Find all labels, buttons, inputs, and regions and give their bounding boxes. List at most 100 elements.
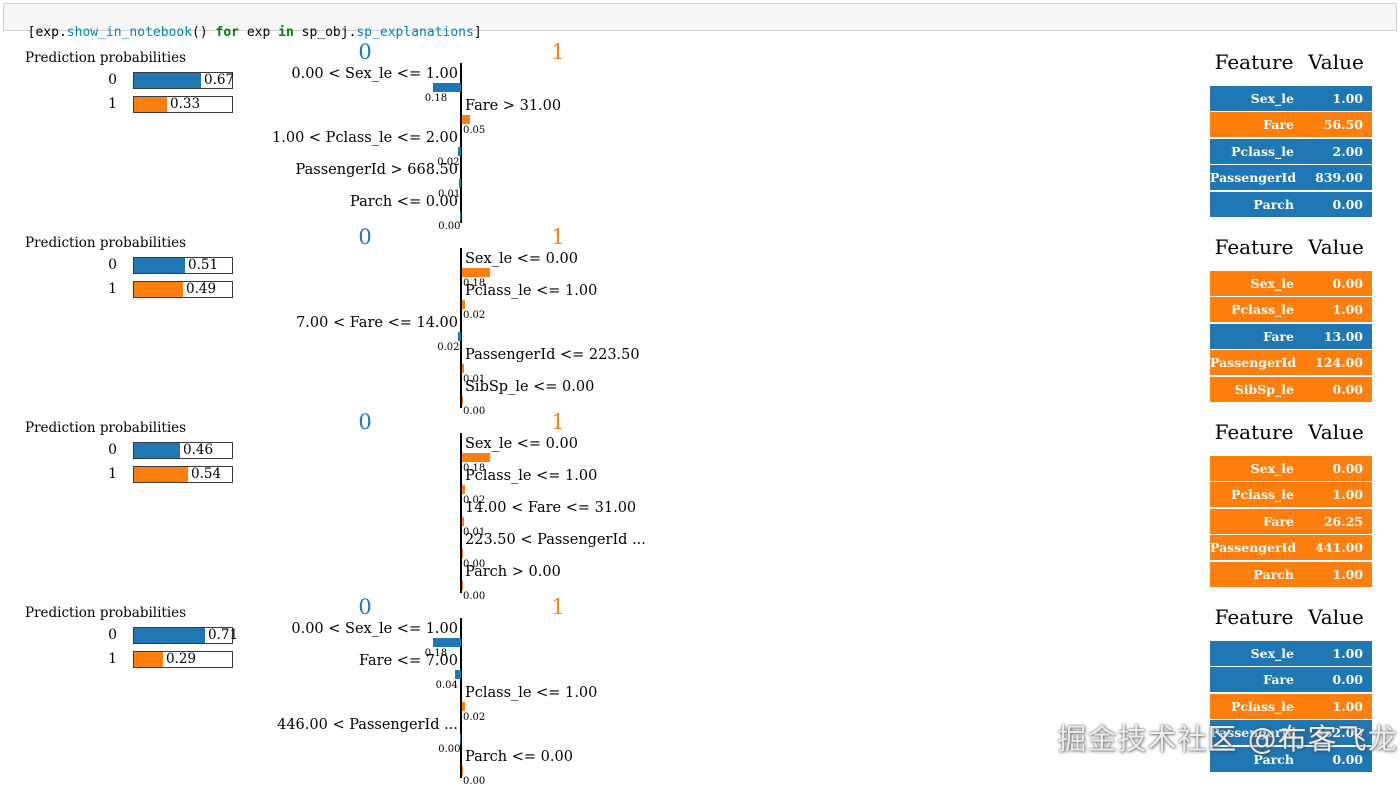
feature-value: 0.00	[1332, 196, 1363, 212]
feature-value: 0.00	[1332, 461, 1363, 476]
feature-weight-bar	[462, 300, 466, 309]
feature-weight-value: 0.02	[463, 712, 486, 723]
prediction-probability-value: 0.46	[183, 442, 214, 458]
code-cell[interactable]: [exp.show_in_notebook() for exp in sp_ob…	[3, 3, 1397, 40]
feature-value-table: Feature Value Sex_le 1.00 Fare 0.00 Pclass_le 1…	[1210, 605, 1374, 775]
feature-condition-label: 0.00 < Sex_le <= 1.00	[291, 621, 458, 637]
prediction-bar: 0.33	[133, 96, 233, 113]
axis-line	[460, 63, 462, 223]
feature-weight-bar	[462, 485, 466, 494]
feature-column-header: Feature	[1214, 235, 1294, 259]
feature-value-row: PassengerId 839.00	[1210, 165, 1372, 191]
feature-name: Sex_le	[1250, 276, 1294, 291]
watermark: 掘金技术社区 @布客飞龙	[1057, 722, 1398, 756]
feature-name: Fare	[1263, 328, 1294, 344]
feature-value: 0.00	[1332, 751, 1363, 767]
feature-value-row: Sex_le 0.00	[1210, 271, 1372, 296]
feature-condition-label: Pclass_le <= 1.00	[465, 685, 598, 701]
prediction-probabilities-title: Prediction probabilities	[25, 420, 187, 436]
feature-weight-value: 0.18	[424, 648, 448, 659]
feature-column-header: Feature	[1214, 50, 1294, 74]
prediction-bar-row: 1 0.49	[25, 281, 305, 298]
prediction-probability-value: 0.33	[170, 96, 201, 112]
code-token-plain: ]	[473, 25, 482, 40]
feature-name: Fare	[1263, 117, 1294, 133]
prediction-probability-value: 0.71	[208, 627, 239, 643]
feature-name: Parch	[1253, 566, 1294, 582]
feature-weight-bar	[462, 581, 463, 590]
feature-condition-label: 0.00 < Sex_le <= 1.00	[291, 66, 458, 82]
explanation-block: Prediction probabilities 0 0.71 1 0.29 0 1 0.00…	[0, 595, 1400, 787]
feature-condition-label: Parch <= 0.00	[350, 194, 458, 210]
feature-value-row: Parch 0.00	[1210, 746, 1372, 772]
feature-weight-value: 0.02	[437, 157, 460, 168]
prediction-bar-fill	[134, 652, 163, 667]
feature-name: Sex_le	[1250, 461, 1294, 476]
explanation-block: Prediction probabilities 0 0.67 1 0.33 0 1 0.00…	[0, 40, 1400, 232]
feature-weight-bar	[433, 83, 461, 92]
feature-condition-label: Parch <= 0.00	[465, 749, 573, 765]
feature-condition-label: Sex_le <= 0.00	[465, 251, 578, 267]
prediction-bar: 0.49	[133, 281, 233, 298]
feature-value-row: Pclass_le 1.00	[1210, 482, 1372, 508]
prediction-bar-fill	[134, 282, 183, 297]
feature-weight-bar	[460, 734, 461, 743]
prediction-bar-fill	[134, 628, 205, 643]
feature-weight-bar	[462, 396, 463, 405]
code-token-plain: ()	[192, 25, 216, 40]
axis-line	[460, 618, 462, 778]
code-token-keyword: for	[215, 25, 239, 40]
feature-value-row: Parch 1.00	[1210, 561, 1372, 587]
feature-weight-bar	[462, 268, 490, 277]
feature-weight-value: 0.00	[438, 221, 461, 232]
feature-weight-value: 0.00	[463, 776, 486, 787]
prediction-probability-value: 0.67	[204, 72, 235, 88]
value-column-header: Value	[1308, 50, 1364, 74]
prediction-probability-value: 0.54	[191, 466, 222, 482]
code-token-method: show_in_notebook	[66, 25, 193, 40]
feature-value: 1.00	[1332, 91, 1363, 106]
feature-value-row: PassengerId 452.00	[1210, 720, 1372, 746]
prediction-bar-fill	[134, 258, 185, 273]
feature-weight-bar	[462, 453, 490, 462]
prediction-class-label: 0	[108, 442, 117, 458]
feature-value-row: SibSp_le 0.00	[1210, 376, 1372, 402]
value-column-header: Value	[1308, 420, 1364, 444]
feature-value-row: Fare 56.50	[1210, 112, 1372, 138]
prediction-probabilities: Prediction probabilities 0 0.51 1 0.49	[25, 235, 315, 320]
feature-condition-label: Parch > 0.00	[465, 564, 561, 580]
feature-value: 26.25	[1323, 513, 1363, 529]
feature-value-row: Pclass_le 2.00	[1210, 138, 1372, 164]
feature-value: 0.00	[1332, 276, 1363, 291]
feature-weight-value: 0.00	[463, 559, 486, 570]
feature-value-row: Parch 0.00	[1210, 191, 1372, 217]
feature-name: Pclass_le	[1231, 698, 1294, 714]
feature-weight-bar	[433, 638, 461, 647]
feature-name: PassengerId	[1210, 170, 1297, 186]
feature-column-header: Feature	[1214, 420, 1294, 444]
feature-weight-bar	[459, 179, 461, 188]
feature-weight-bar	[462, 549, 463, 558]
feature-name: Parch	[1253, 196, 1294, 212]
feature-value: 1.00	[1332, 302, 1363, 318]
explanation-block: Prediction probabilities 0 0.46 1 0.54 0 1 Sex_…	[0, 410, 1400, 602]
feature-value-row: Fare 26.25	[1210, 508, 1372, 534]
feature-name: Sex_le	[1250, 646, 1294, 661]
feature-value: 13.00	[1323, 328, 1363, 344]
prediction-bar: 0.29	[133, 651, 233, 668]
feature-value-row: Sex_le 1.00	[1210, 641, 1372, 666]
feature-weight-value: 0.18	[463, 278, 486, 289]
feature-weight-bar	[462, 702, 466, 711]
class1-header: 1	[551, 225, 565, 249]
feature-value: 1.00	[1332, 698, 1363, 714]
prediction-probabilities: Prediction probabilities 0 0.71 1 0.29	[25, 605, 315, 690]
prediction-probabilities: Prediction probabilities 0 0.67 1 0.33	[25, 50, 315, 135]
feature-value-row: Pclass_le 1.00	[1210, 297, 1372, 323]
prediction-bar-fill	[134, 73, 201, 88]
feature-weight-bar	[457, 332, 461, 341]
feature-value-row: Sex_le 1.00	[1210, 86, 1372, 111]
class1-header: 1	[551, 595, 565, 619]
code-token-plain: [exp.	[27, 25, 67, 40]
feature-condition-label: Pclass_le <= 1.00	[465, 283, 598, 299]
